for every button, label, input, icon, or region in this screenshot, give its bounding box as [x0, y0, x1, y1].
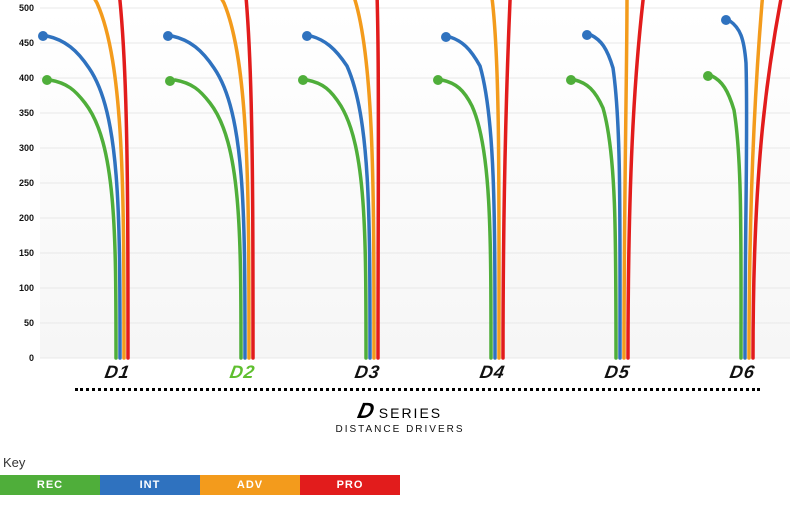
plot-area	[40, 8, 790, 358]
y-tick-label: 300	[6, 143, 34, 153]
legend-segment-pro: PRO	[300, 475, 400, 495]
flight-end-marker-rec	[703, 71, 713, 81]
flight-end-marker-rec	[566, 75, 576, 85]
y-tick-label: 450	[6, 38, 34, 48]
flight-end-marker-int	[441, 32, 451, 42]
y-tick-label: 350	[6, 108, 34, 118]
y-tick-label: 250	[6, 178, 34, 188]
legend-segment-adv: ADV	[200, 475, 300, 495]
y-tick-label: 500	[6, 3, 34, 13]
flight-end-marker-rec	[42, 75, 52, 85]
legend-segment-rec: REC	[0, 475, 100, 495]
plot-svg	[40, 8, 790, 358]
flight-end-marker-int	[38, 31, 48, 41]
flight-end-marker-int	[582, 30, 592, 40]
y-tick-label: 400	[6, 73, 34, 83]
series-subtitle: DISTANCE DRIVERS	[0, 424, 800, 435]
category-dash-line	[75, 388, 760, 391]
y-tick-label: 50	[6, 318, 34, 328]
flight-end-marker-int	[163, 31, 173, 41]
flight-end-marker-rec	[433, 75, 443, 85]
flight-end-marker-rec	[165, 76, 175, 86]
flight-end-marker-int	[302, 31, 312, 41]
series-title: DSERIES	[0, 398, 800, 424]
x-category-label: D2	[228, 362, 257, 383]
legend-segment-int: INT	[100, 475, 200, 495]
y-tick-label: 100	[6, 283, 34, 293]
series-title-d: D	[355, 398, 377, 424]
series-title-word: SERIES	[379, 405, 442, 421]
y-tick-label: 0	[6, 353, 34, 363]
y-tick-label: 200	[6, 213, 34, 223]
x-category-label: D1	[103, 362, 132, 383]
legend-bar: RECINTADVPRO	[0, 475, 400, 495]
x-axis-labels: D1 D2 D3 D4 D5 D6	[40, 362, 790, 386]
x-category-label: D3	[353, 362, 382, 383]
x-category-label: D6	[728, 362, 757, 383]
flight-end-marker-int	[721, 15, 731, 25]
flight-end-marker-rec	[298, 75, 308, 85]
y-tick-label: 150	[6, 248, 34, 258]
x-category-label: D4	[478, 362, 507, 383]
x-category-label: D5	[603, 362, 632, 383]
legend-label: Key	[3, 455, 25, 470]
chart-canvas: 050100150200250300350400450500 D1D2D3D4D…	[0, 0, 800, 505]
